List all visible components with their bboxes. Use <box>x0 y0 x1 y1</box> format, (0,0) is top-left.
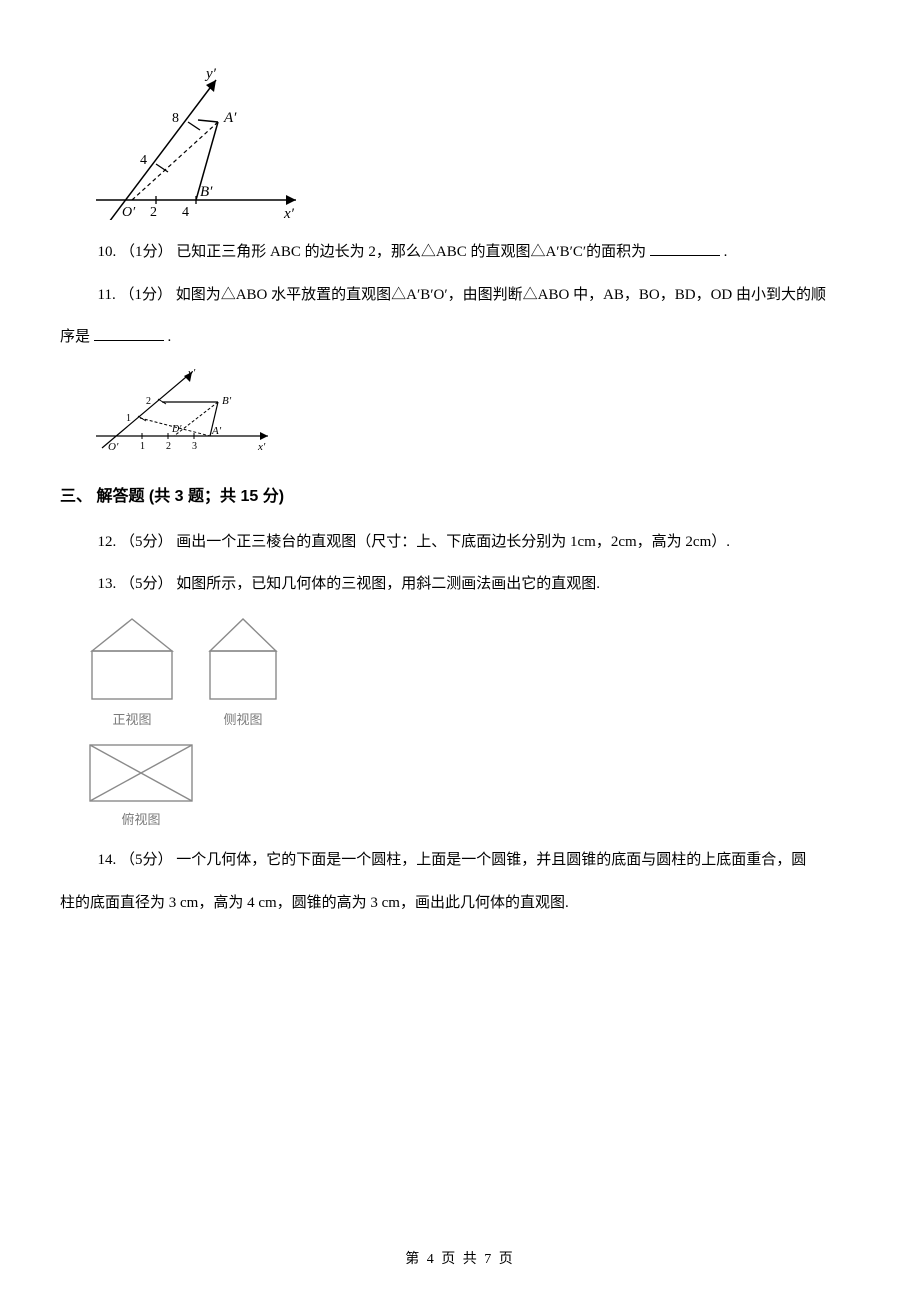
q11-text-b: 序是 <box>60 329 90 345</box>
question-11-cont: 序是 . <box>60 323 860 352</box>
front-view: 正视图 <box>86 613 178 733</box>
fig9-y-tick-8: 8 <box>172 111 179 126</box>
fig9-x-tick-4: 4 <box>182 205 189 220</box>
figure-q11: O′ y′ x′ 1 2 3 1 2 B′ A′ D′ <box>96 366 860 452</box>
figure-q11-svg: O′ y′ x′ 1 2 3 1 2 B′ A′ D′ <box>96 366 276 452</box>
q11-text-c: . <box>168 329 172 345</box>
front-view-label: 正视图 <box>86 708 178 733</box>
q14-points: （5分） <box>120 852 173 868</box>
fig11-xtick-3: 3 <box>192 441 197 452</box>
fig11-x-label: x′ <box>257 441 266 452</box>
section-3-title: 三、 解答题 (共 3 题；共 15 分) <box>60 488 284 505</box>
q11-number: 11. <box>98 287 116 303</box>
q14-text-a: 一个几何体，它的下面是一个圆柱，上面是一个圆锥，并且圆锥的底面与圆柱的上底面重合… <box>176 852 806 868</box>
q13-points: （5分） <box>120 576 173 592</box>
figure-q9-svg: O′ 2 4 4 8 y′ x′ A′ B′ <box>96 60 306 220</box>
question-14: 14. （5分） 一个几何体，它的下面是一个圆柱，上面是一个圆锥，并且圆锥的底面… <box>60 846 860 875</box>
side-view: 侧视图 <box>202 613 284 733</box>
fig11-y-label: y′ <box>187 367 196 379</box>
q14-text-b: 柱的底面直径为 3 cm，高为 4 cm，圆锥的高为 3 cm，画出此几何体的直… <box>60 895 569 911</box>
footer-text: 第 4 页 共 7 页 <box>405 1252 515 1267</box>
q10-text-b: . <box>724 244 728 260</box>
fig9-A-label: A′ <box>223 110 237 126</box>
side-view-label: 侧视图 <box>202 708 284 733</box>
q14-number: 14. <box>98 852 117 868</box>
page-footer: 第 4 页 共 7 页 <box>60 1247 860 1274</box>
q13-number: 13. <box>98 576 117 592</box>
question-14-cont: 柱的底面直径为 3 cm，高为 4 cm，圆锥的高为 3 cm，画出此几何体的直… <box>60 889 860 918</box>
q10-number: 10. <box>98 244 117 260</box>
q13-text: 如图所示，已知几何体的三视图，用斜二测画法画出它的直观图. <box>176 576 600 592</box>
fig11-xtick-1: 1 <box>140 441 145 452</box>
fig11-B-label: B′ <box>222 395 232 407</box>
q12-number: 12. <box>98 534 117 550</box>
fig11-ytick-2: 2 <box>146 396 151 407</box>
fig11-D-label: D′ <box>171 424 182 435</box>
question-12: 12. （5分） 画出一个正三棱台的直观图（尺寸：上、下底面边长分别为 1cm，… <box>60 528 860 557</box>
fig9-x-tick-2: 2 <box>150 205 157 220</box>
fig11-A-label: A′ <box>211 425 222 437</box>
fig11-xtick-2: 2 <box>166 441 171 452</box>
figure-q9: O′ 2 4 4 8 y′ x′ A′ B′ <box>96 60 860 220</box>
q10-blank[interactable] <box>650 240 720 256</box>
fig9-y-label: y′ <box>204 66 217 82</box>
fig9-B-label: B′ <box>200 184 213 200</box>
fig9-x-label: x′ <box>283 206 295 220</box>
q11-blank[interactable] <box>94 325 164 341</box>
three-views-figure: 正视图 侧视图 俯视图 <box>86 613 860 832</box>
top-view: 俯视图 <box>86 741 196 833</box>
q11-points: （1分） <box>119 287 172 303</box>
q12-text: 画出一个正三棱台的直观图（尺寸：上、下底面边长分别为 1cm，2cm，高为 2c… <box>176 534 730 550</box>
q10-points: （1分） <box>120 244 173 260</box>
top-view-label: 俯视图 <box>86 808 196 833</box>
fig9-y-tick-4: 4 <box>140 153 147 168</box>
q11-text-a: 如图为△ABO 水平放置的直观图△A′B′O′，由图判断△ABO 中，AB，BO… <box>176 287 826 303</box>
fig11-O-label: O′ <box>108 441 119 452</box>
q10-text-a: 已知正三角形 ABC 的边长为 2，那么△ABC 的直观图△A′B′C′的面积为 <box>176 244 646 260</box>
section-3-heading: 三、 解答题 (共 3 题；共 15 分) <box>60 482 860 512</box>
q12-points: （5分） <box>120 534 173 550</box>
fig11-ytick-1: 1 <box>126 413 131 424</box>
fig9-O-label: O′ <box>122 205 136 220</box>
question-10: 10. （1分） 已知正三角形 ABC 的边长为 2，那么△ABC 的直观图△A… <box>60 238 860 267</box>
question-11: 11. （1分） 如图为△ABO 水平放置的直观图△A′B′O′，由图判断△AB… <box>60 281 860 310</box>
question-13: 13. （5分） 如图所示，已知几何体的三视图，用斜二测画法画出它的直观图. <box>60 570 860 599</box>
